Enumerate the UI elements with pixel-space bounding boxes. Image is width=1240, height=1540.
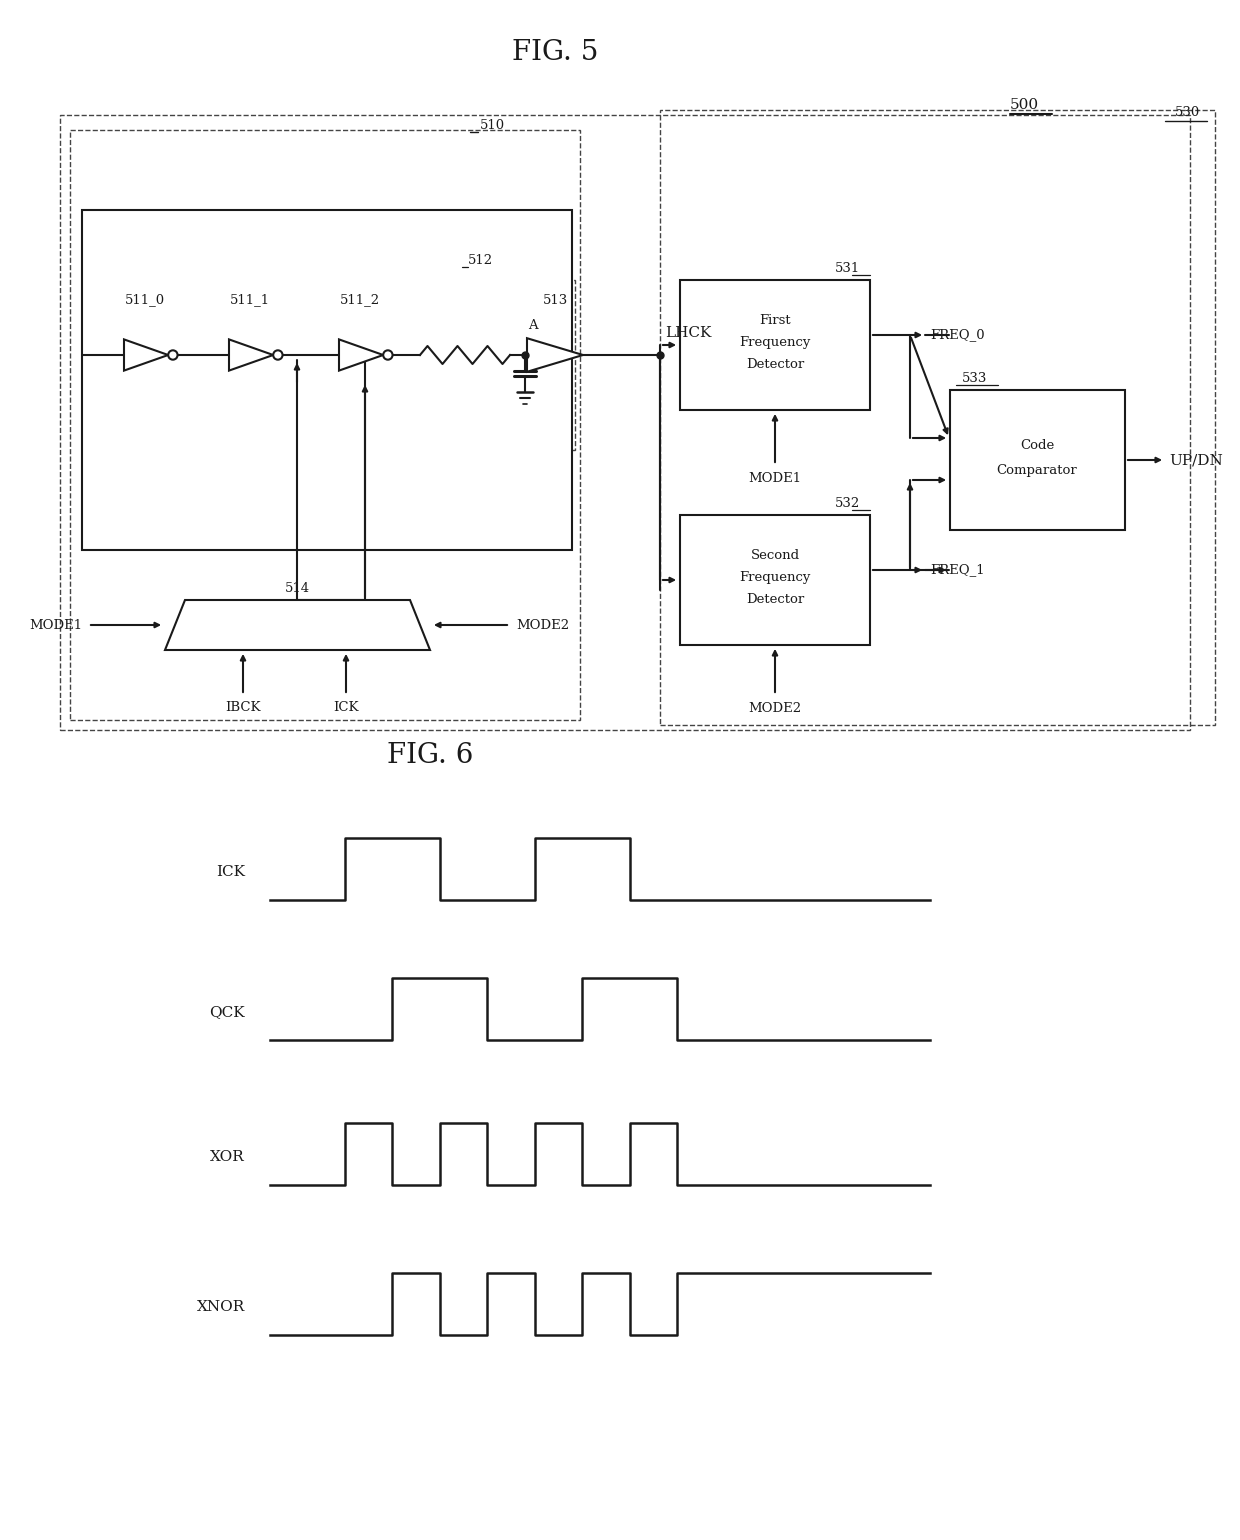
Text: Detector: Detector: [746, 593, 804, 605]
Text: FIG. 6: FIG. 6: [387, 741, 474, 768]
Text: A: A: [528, 319, 538, 331]
Text: 533: 533: [962, 371, 987, 385]
Bar: [410, 280, 575, 450]
Text: FREQ_1: FREQ_1: [930, 564, 985, 576]
Text: FREQ_0: FREQ_0: [930, 328, 985, 342]
Text: MODE1: MODE1: [29, 619, 82, 631]
Bar: [950, 390, 1125, 530]
Text: Second: Second: [750, 548, 800, 562]
Text: 531: 531: [835, 262, 861, 274]
Text: ICK: ICK: [216, 865, 246, 879]
Polygon shape: [527, 339, 583, 371]
Text: 511_1: 511_1: [229, 294, 270, 306]
Circle shape: [273, 350, 283, 360]
Text: 511_0: 511_0: [125, 294, 165, 306]
Text: 511_2: 511_2: [340, 294, 381, 306]
Text: Frequency: Frequency: [739, 570, 811, 584]
Text: Detector: Detector: [746, 357, 804, 371]
Bar: [82, 209, 572, 550]
Text: 532: 532: [835, 496, 861, 510]
Text: 514: 514: [284, 582, 310, 594]
Text: 530: 530: [1176, 106, 1200, 119]
Text: Frequency: Frequency: [739, 336, 811, 348]
Text: MODE2: MODE2: [516, 619, 569, 631]
Text: QCK: QCK: [210, 1006, 246, 1019]
Text: LHCK: LHCK: [665, 326, 712, 340]
Bar: [69, 129, 580, 721]
Text: Comparator: Comparator: [997, 464, 1078, 476]
Polygon shape: [124, 339, 169, 371]
Text: UP/DN: UP/DN: [1169, 453, 1223, 467]
Bar: [680, 514, 870, 645]
Text: Code: Code: [1019, 439, 1054, 451]
Text: 500: 500: [1011, 99, 1039, 112]
Polygon shape: [339, 339, 383, 371]
Text: 510: 510: [480, 119, 505, 131]
Bar: [660, 109, 1215, 725]
Text: First: First: [759, 314, 791, 326]
Polygon shape: [165, 601, 430, 650]
Circle shape: [169, 350, 177, 360]
Text: MODE1: MODE1: [749, 471, 801, 485]
Polygon shape: [229, 339, 273, 371]
Bar: [60, 116, 1190, 730]
Text: 513: 513: [542, 294, 568, 306]
Text: ICK: ICK: [334, 701, 358, 713]
Circle shape: [383, 350, 393, 360]
Text: XOR: XOR: [211, 1150, 246, 1164]
Text: IBCK: IBCK: [226, 701, 260, 713]
Text: MODE2: MODE2: [749, 702, 801, 715]
Bar: [680, 280, 870, 410]
Text: XNOR: XNOR: [197, 1300, 246, 1314]
Text: 512: 512: [467, 254, 494, 266]
Text: FIG. 5: FIG. 5: [512, 38, 598, 66]
